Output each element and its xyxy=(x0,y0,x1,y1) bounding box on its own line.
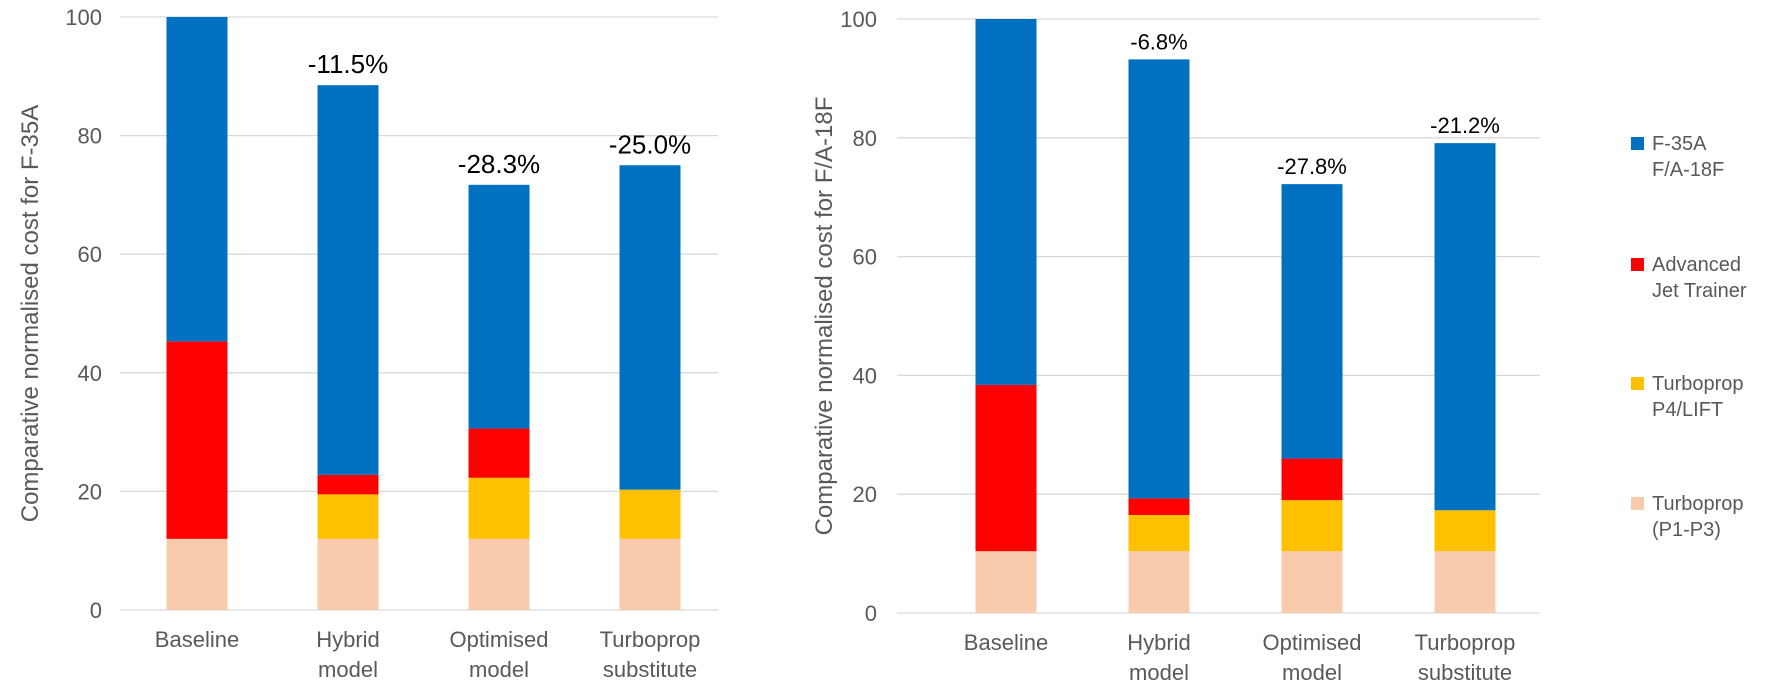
bar-segment xyxy=(1281,551,1343,613)
bar-segment xyxy=(468,538,530,610)
y-tick-label: 80 xyxy=(853,126,877,151)
legend-swatch xyxy=(1631,137,1644,150)
legend-label: F/A-18F xyxy=(1652,159,1724,181)
data-label: -11.5% xyxy=(308,49,388,79)
x-tick-label: substitute xyxy=(1418,660,1512,685)
bar-segment xyxy=(1128,514,1190,552)
bar-segment xyxy=(317,538,379,610)
bar-segment xyxy=(1281,500,1343,552)
legend-label: Turboprop xyxy=(1652,493,1744,515)
bar-segment xyxy=(1128,59,1190,499)
legend-item: Turboprop P4/LIFT xyxy=(1631,373,1744,421)
bar-segment xyxy=(1281,184,1343,459)
data-label: -6.8% xyxy=(1130,29,1187,54)
bar-segment xyxy=(619,489,681,539)
bar-segment xyxy=(619,165,681,490)
data-label: -27.8% xyxy=(1277,154,1347,179)
y-tick-label: 20 xyxy=(78,479,102,504)
x-tick-label: Baseline xyxy=(155,627,239,652)
bar-segment xyxy=(1128,498,1190,515)
data-label: -25.0% xyxy=(609,129,691,159)
legend-label: (P1-P3) xyxy=(1652,519,1721,541)
x-tick-label: model xyxy=(318,657,378,682)
y-tick-label: 100 xyxy=(840,7,877,32)
bar-segment xyxy=(975,384,1037,552)
x-tick-label: Hybrid xyxy=(316,627,380,652)
bar-segment xyxy=(1128,551,1190,613)
legend-label: P4/LIFT xyxy=(1652,399,1723,421)
x-tick-label: model xyxy=(469,657,529,682)
x-tick-label: model xyxy=(1282,660,1342,685)
legend: F-35A F/A-18F Advanced Jet Trainer Turboprop… xyxy=(1631,133,1747,541)
y-tick-label: 60 xyxy=(78,242,102,267)
legend-label: Turboprop xyxy=(1652,373,1744,395)
bar-segment xyxy=(468,428,530,478)
bar-segment xyxy=(1434,551,1496,613)
bar-segment xyxy=(619,538,681,610)
legend-label: Jet Trainer xyxy=(1652,280,1747,302)
x-tick-label: Optimised xyxy=(449,627,548,652)
bar-segment xyxy=(317,474,379,495)
x-tick-label: substitute xyxy=(603,657,697,682)
y-tick-label: 0 xyxy=(865,601,877,626)
data-label: -21.2% xyxy=(1430,113,1500,138)
x-tick-label: Hybrid xyxy=(1127,630,1191,655)
bar-segment xyxy=(317,494,379,539)
bar-segment xyxy=(975,551,1037,613)
x-tick-label: Turboprop xyxy=(1415,630,1516,655)
x-tick-label: Baseline xyxy=(964,630,1048,655)
y-tick-label: 100 xyxy=(65,5,102,30)
legend-label: Advanced xyxy=(1652,254,1741,276)
bar-segment xyxy=(468,477,530,539)
chart-1: 0 20 40 60 80 100 Comparative normalised cost … xyxy=(17,5,718,682)
y-tick-label: 0 xyxy=(90,598,102,623)
y-tick-label: 40 xyxy=(78,361,102,386)
chart-2: 0 20 40 60 80 100 Comparative normalised cost … xyxy=(811,7,1540,685)
legend-item: Advanced Jet Trainer xyxy=(1631,254,1747,302)
y-axis-label: Comparative normalised cost for F/A-18F xyxy=(811,97,838,536)
legend-swatch xyxy=(1631,497,1644,510)
x-tick-label: Optimised xyxy=(1262,630,1361,655)
legend-swatch xyxy=(1631,377,1644,390)
x-tick-label: model xyxy=(1129,660,1189,685)
y-tick-label: 20 xyxy=(853,482,877,507)
bar-segment xyxy=(468,184,530,429)
bar-segment xyxy=(166,17,228,342)
x-tick-label: Turboprop xyxy=(600,627,701,652)
bar-segment xyxy=(1434,143,1496,511)
y-tick-label: 60 xyxy=(853,245,877,270)
bar-segment xyxy=(1434,510,1496,552)
y-tick-label: 40 xyxy=(853,363,877,388)
bar-segment xyxy=(166,538,228,610)
legend-swatch xyxy=(1631,258,1644,271)
legend-item: Turboprop (P1-P3) xyxy=(1631,493,1744,541)
bar-segment xyxy=(166,341,228,539)
bar-segment xyxy=(975,19,1037,385)
y-axis-label: Comparative normalised cost for F-35A xyxy=(17,105,44,523)
bar-segment xyxy=(317,85,379,475)
legend-item: F-35A F/A-18F xyxy=(1631,133,1724,181)
legend-label: F-35A xyxy=(1652,133,1707,155)
y-tick-label: 80 xyxy=(78,124,102,149)
data-label: -28.3% xyxy=(458,149,540,179)
bar-segment xyxy=(1281,458,1343,501)
